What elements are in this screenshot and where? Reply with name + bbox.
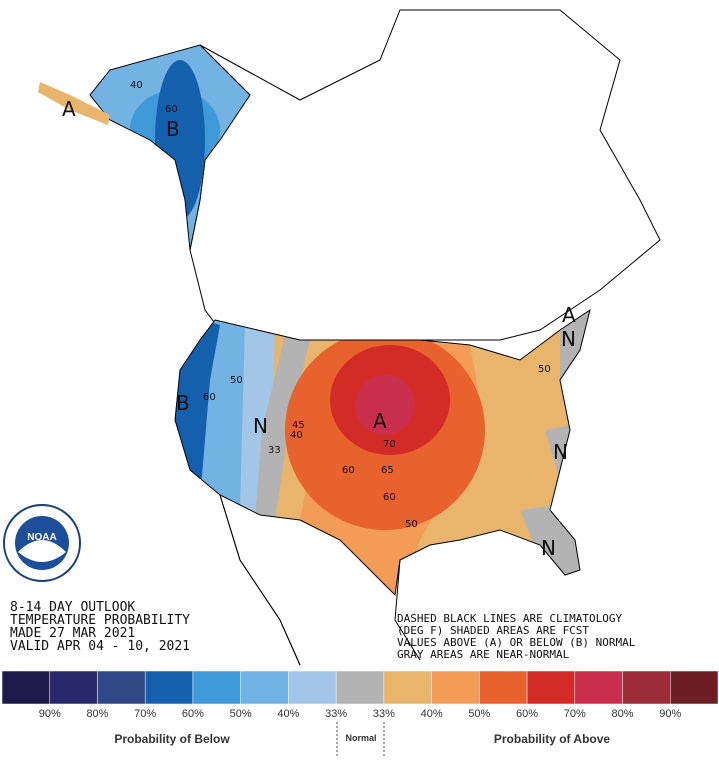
legend-swatch (192, 670, 241, 705)
legend-label: 80% (612, 708, 634, 720)
map-label: 50 (405, 519, 418, 530)
map-label: B (176, 391, 190, 415)
legend-label: 90% (659, 708, 681, 720)
map-label: A (562, 303, 576, 327)
legend-label: 50% (230, 708, 252, 720)
legend: 90% 80% 70% 60% 50% 40% 33% 33% 40% 50% 60% 70% 80% 9… (1, 670, 719, 720)
legend-label: 33% (325, 708, 347, 720)
legend-swatch (1, 670, 50, 705)
legend-swatch (383, 670, 432, 705)
legend-swatch (49, 670, 98, 705)
legend-swatch (335, 670, 385, 705)
legend-label: 60% (182, 708, 204, 720)
legend-caption: Probability of Below (114, 732, 230, 746)
map-label: 60 (342, 465, 355, 476)
legend-caption: Normal (345, 733, 376, 743)
legend-swatch (288, 670, 337, 705)
legend-label: 40% (421, 708, 443, 720)
mexico (219, 494, 301, 666)
map-label: 50 (538, 364, 551, 375)
map-label: 33 (268, 445, 281, 456)
legend-swatch (431, 670, 480, 705)
header-line: 8-14 DAY OUTLOOK (10, 600, 135, 615)
header: 8-14 DAY OUTLOOK TEMPERATURE PROBABILITY… (10, 600, 190, 654)
legend-swatch (144, 670, 194, 705)
legend-label: 80% (86, 708, 108, 720)
note: VALUES ABOVE (A) OR BELOW (B) NORMAL (397, 636, 636, 649)
legend-caption: Probability of Above (494, 732, 611, 746)
canada (189, 9, 661, 341)
note: (DEG F) SHADED AREAS ARE FCST (397, 624, 589, 637)
legend-swatch (574, 670, 623, 705)
legend-swatch (240, 670, 289, 705)
note: DASHED BLACK LINES ARE CLIMATOLOGY (397, 612, 623, 625)
alaska-outline (89, 44, 251, 251)
map-label: 60 (165, 104, 178, 115)
mexico-coast (219, 494, 421, 666)
header-line: MADE 27 MAR 2021 (10, 626, 135, 641)
note: GRAY AREAS ARE NEAR-NORMAL (397, 648, 570, 661)
legend-label: 90% (39, 708, 61, 720)
legend-label: 60% (516, 708, 538, 720)
noaa-logo: NOAA (3, 504, 81, 582)
legend-label: 33% (373, 708, 395, 720)
legend-label: 40% (277, 708, 299, 720)
conus-outline (174, 308, 591, 597)
map-label: N (541, 536, 556, 560)
notes: DASHED BLACK LINES ARE CLIMATOLOGY (DEG … (397, 612, 636, 661)
map-label: A (373, 409, 387, 433)
map-label: 50 (230, 375, 243, 386)
legend-swatch (97, 670, 146, 705)
map-label: N (553, 440, 568, 464)
map-label: 60 (203, 392, 216, 403)
map-labels: A B B N A A N N N 40 50 60 45 40 33 70 6… (62, 80, 576, 560)
header-line: TEMPERATURE PROBABILITY (10, 613, 190, 628)
header-line: VALID APR 04 - 10, 2021 (10, 639, 190, 654)
legend-label: 70% (134, 708, 156, 720)
legend-label: 70% (564, 708, 586, 720)
legend-swatch (479, 670, 528, 705)
map-label: B (166, 117, 180, 141)
conus-shading (175, 310, 590, 595)
legend-swatch (526, 670, 576, 705)
map-label: 65 (381, 465, 394, 476)
map-label: A (62, 97, 76, 121)
map-label: N (253, 414, 268, 438)
legend-label: 50% (468, 708, 490, 720)
map-label: N (561, 327, 576, 351)
map-label: 40 (130, 80, 143, 91)
aleutian-shading (38, 82, 110, 125)
legend-swatch (670, 670, 719, 705)
logo-text: NOAA (27, 532, 56, 543)
map-label: 70 (383, 439, 396, 450)
map-label: 45 (292, 420, 305, 431)
legend-swatch (622, 670, 671, 705)
map-label: 60 (383, 492, 396, 503)
map-label: 40 (290, 430, 303, 441)
